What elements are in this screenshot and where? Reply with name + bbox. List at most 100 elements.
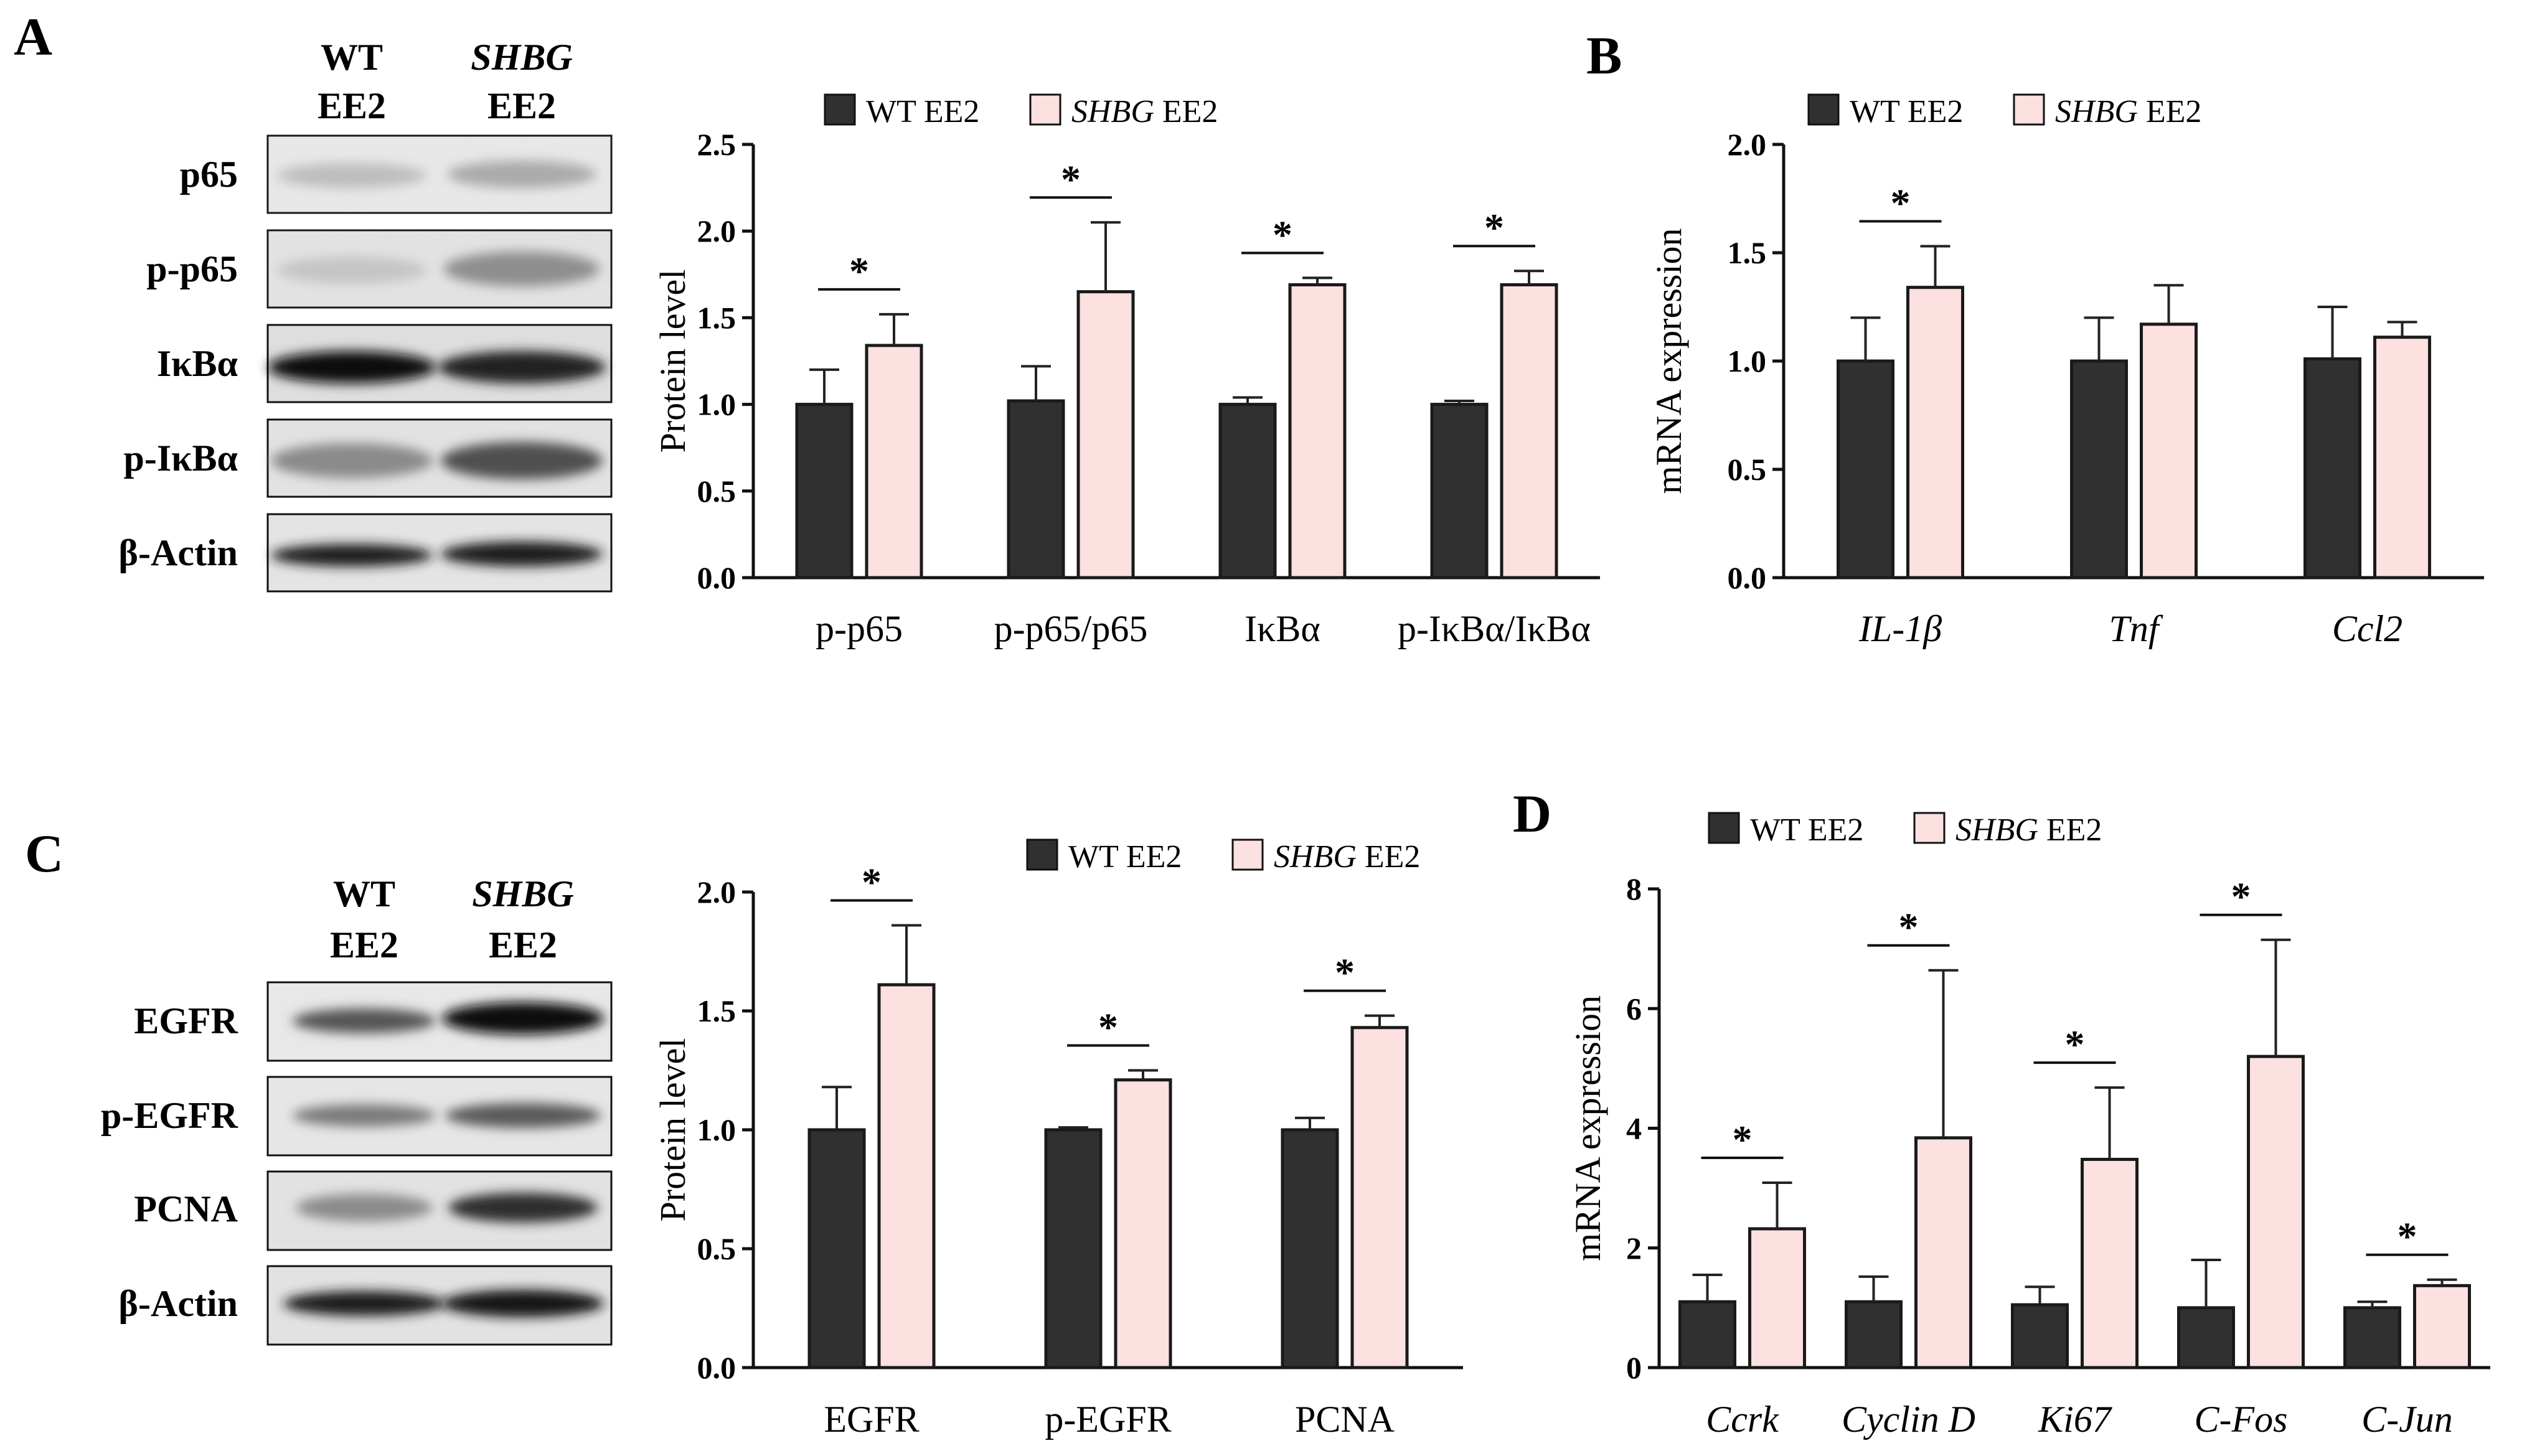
legend-gene: SHBG [1071,94,1154,129]
blot-c-col1-line2: EE2 [330,924,398,965]
significance-star: * [1098,1005,1118,1050]
legend: WT EE2 SHBG EE2 [824,93,1218,129]
bar-shbg [1350,1026,1409,1369]
legend-label-shbg: SHBG EE2 [1274,839,1420,875]
legend-suffix: EE2 [2138,94,2202,129]
bar-shbg [877,983,936,1369]
y-tick-label: 1.0 [697,387,736,422]
legend-swatch-wt [1026,838,1058,871]
y-tick-label: 0.5 [697,1231,736,1266]
panel-letter-d: D [1513,784,1551,843]
bar-wt [2177,1306,2235,1369]
y-tick-label: 2.0 [697,214,736,248]
significance-star: * [1061,157,1081,201]
y-tick-label: 1.5 [697,993,736,1028]
bar-wt [1044,1128,1103,1369]
legend-swatch-shbg [2013,93,2045,126]
bar-wt [2070,359,2128,580]
category-label: EGFR [824,1399,919,1440]
legend-suffix: EE2 [1357,839,1421,875]
bar-shbg [2140,322,2198,580]
category-label: p-p65 [816,608,903,649]
bar-wt [795,403,854,580]
panel-letter-a: A [14,7,52,67]
blot-a-row-actin: β-Actin [118,513,613,593]
y-axis-label: mRNA expression [1568,995,1608,1261]
blot-c-col1-line1: WT [333,873,395,914]
chart-panel-a: 0.0 0.5 1.0 1.5 2.0 2.5 Protein level p-p65 * p-p… [652,93,1600,649]
blot-c-row-pcna: PCNA [134,1170,613,1251]
blot-c-row-egfr: EGFR [134,981,613,1062]
blot-c-row-actin: β-Actin [118,1265,613,1346]
blot-a-label-3: p-IκBα [123,438,238,479]
category-label: Tnf [2109,608,2163,649]
category-label: C-Jun [2361,1399,2453,1440]
significance-star: * [1273,212,1292,256]
chart-panel-b: B 0.0 0.5 1.0 1.5 2.0 mRNA expression IL-1β * Tn… [1586,26,2484,649]
bar-wt [1837,359,1894,580]
significance-star: * [1733,1117,1753,1162]
significance-star: * [2398,1214,2417,1259]
category-label: Ki67 [2038,1399,2113,1440]
bar-shbg [1906,286,1964,580]
bar-shbg [1500,283,1558,580]
y-tick-label: 1.5 [1728,235,1767,270]
y-tick-label: 2 [1626,1231,1642,1266]
bar-shbg [1748,1227,1806,1369]
legend-label-wt: WT EE2 [1068,839,1182,875]
bar-wt [1281,1128,1339,1369]
panel-letter-b: B [1586,26,1622,85]
y-tick-label: 8 [1626,871,1642,906]
legend: WT EE2 SHBG EE2 [1026,838,1420,875]
blot-c-label-0: EGFR [134,1000,238,1041]
blot-a-row-p-p65: p-p65 [146,229,613,309]
bar-wt [2303,357,2361,580]
chart-panel-d: D 0 2 4 6 8 mRNA expression Ccrk * Cyclin D * Ki67… [1513,784,2490,1440]
blot-c-label-3: β-Actin [118,1283,238,1324]
blot-a-col1-line1: WT [321,37,383,78]
bar-shbg [1114,1078,1172,1369]
significance-star: * [1484,205,1504,250]
blot-c-label-2: PCNA [134,1188,238,1229]
significance-star: * [1899,905,1919,949]
bar-shbg [1076,290,1135,580]
panel-a-blots: A WT EE2 SHBG EE2 p65 p-p65 IκBα [14,7,613,593]
legend: WT EE2 SHBG EE2 [1807,93,2201,129]
bar-wt [1678,1300,1736,1369]
significance-star: * [1891,181,1911,225]
legend-label-shbg: SHBG EE2 [1071,94,1218,129]
bar-wt [2343,1306,2401,1369]
legend-label-wt: WT EE2 [1850,94,1963,129]
blot-c-label-1: p-EGFR [101,1095,238,1136]
blot-c-col2-gene: SHBG [472,873,573,914]
legend-swatch-wt [1807,93,1840,126]
blot-a-row-p65: p65 [180,134,613,214]
bar-shbg [2413,1284,2471,1369]
blot-a-col2-suffix: EE2 [487,85,556,126]
y-tick-label: 6 [1626,991,1642,1026]
blot-a-col2-gene: SHBG [471,37,572,78]
legend-label-shbg: SHBG EE2 [2055,94,2201,129]
category-label: PCNA [1295,1399,1395,1440]
panel-letter-c: C [25,824,64,883]
bar-wt [1007,399,1065,580]
y-axis-label: Protein level [652,270,693,453]
blot-a-label-0: p65 [180,154,238,195]
blot-a-label-4: β-Actin [118,532,238,573]
y-tick-label: 2.5 [697,127,736,162]
y-tick-label: 4 [1626,1111,1642,1146]
y-tick-label: 0.5 [1728,452,1767,487]
category-label: IL-1β [1858,608,1942,649]
category-label: Ccrk [1706,1399,1779,1440]
bar-wt [1218,403,1277,580]
legend-suffix: EE2 [2038,812,2102,848]
bar-wt [807,1128,866,1369]
y-tick-label: 1.5 [697,300,736,335]
bar-shbg [2373,336,2431,580]
category-label: p-p65/p65 [994,608,1148,649]
significance-star: * [862,860,882,904]
chart-panel-c: 0.0 0.5 1.0 1.5 2.0 Protein level EGFR * p-EGFR *… [652,838,1463,1440]
blot-c-col2-suffix: EE2 [489,924,557,965]
y-tick-label: 1.0 [697,1112,736,1147]
y-tick-label: 0 [1626,1350,1642,1385]
